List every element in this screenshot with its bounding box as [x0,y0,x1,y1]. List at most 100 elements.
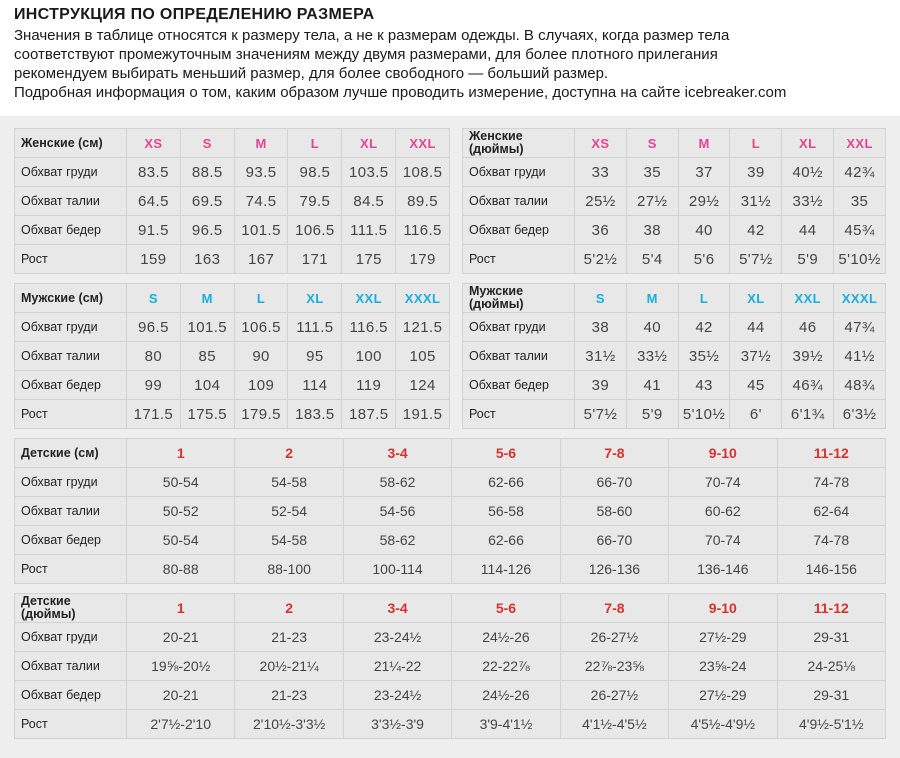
table-row: Обхват бедер 36 38 40 42 44 45¾ [462,215,886,245]
table-header-row: Женские (дюймы) XS S M L XL XXL [462,128,886,158]
cell-value: 70-74 [668,467,778,497]
cell-value: 187.5 [341,399,397,429]
size-header: 1 [125,593,236,623]
row-label: Обхват груди [14,622,127,652]
cell-value: 54-58 [234,525,344,555]
size-table-t3: Мужские (см) S M L XL XXL XXXL Обхват груди 96.5… [14,283,450,429]
cell-value: 23-24½ [342,622,453,652]
cell-value: 54-56 [342,496,453,526]
cell-value: 179.5 [233,399,289,429]
cell-value: 42¾ [833,157,886,187]
size-header: L [233,283,289,313]
size-header: S [625,128,679,158]
cell-value: 111.5 [341,215,397,245]
cell-value: 20-21 [125,622,236,652]
intro: ИНСТРУКЦИЯ ПО ОПРЕДЕЛЕНИЮ РАЗМЕРА Значен… [14,4,898,102]
size-header: M [625,283,679,313]
cell-value: 74-78 [776,467,887,497]
cell-value: 21¼-22 [342,651,453,681]
cell-value: 24-25⅛ [776,651,887,681]
cell-value: 101.5 [179,312,235,342]
size-header: 5-6 [451,593,561,623]
size-header: 9-10 [668,593,778,623]
cell-value: 46 [781,312,835,342]
size-header: XXL [833,128,886,158]
cell-value: 124 [395,370,450,400]
cell-value: 80 [126,341,181,371]
cell-value: 52-54 [234,496,344,526]
row-label: Обхват бедер [14,370,127,400]
cell-value: 39½ [781,341,835,371]
size-header: XXL [781,283,835,313]
cell-value: 40½ [781,157,835,187]
cell-value: 41 [625,370,679,400]
cell-value: 54-58 [234,467,344,497]
cell-value: 31½ [574,341,627,371]
table-row: Обхват бедер 39 41 43 45 46¾ 48¾ [462,370,886,400]
size-header: XXXL [833,283,886,313]
cell-value: 23⅝-24 [668,651,778,681]
size-header: L [729,128,783,158]
table-row: Обхват груди 50-54 54-58 58-62 62-66 66-70 70-… [14,467,887,497]
row-label: Обхват груди [14,312,127,342]
cell-value: 19⅝-20½ [125,651,236,681]
cell-value: 136-146 [668,554,778,584]
cell-value: 29-31 [776,622,887,652]
cell-value: 159 [126,244,181,274]
cell-value: 27½-29 [668,680,778,710]
size-header: L [287,128,343,158]
cell-value: 22-22⅞ [451,651,561,681]
cell-value: 146-156 [776,554,887,584]
size-header: 9-10 [668,438,778,468]
cell-value: 39 [729,157,783,187]
cell-value: 100-114 [342,554,453,584]
cell-value: 80-88 [125,554,236,584]
page-title: ИНСТРУКЦИЯ ПО ОПРЕДЕЛЕНИЮ РАЗМЕРА [14,6,375,23]
cell-value: 50-52 [125,496,236,526]
cell-value: 42 [677,312,731,342]
cell-value: 171.5 [126,399,181,429]
cell-value: 33½ [781,186,835,216]
row-label: Обхват талии [462,341,575,371]
cell-value: 60-62 [668,496,778,526]
cell-value: 5'9 [625,399,679,429]
table-row: Обхват бедер 20-21 21-23 23-24½ 24½-26 26-27½… [14,680,887,710]
cell-value: 5'9 [781,244,835,274]
cell-value: 179 [395,244,450,274]
cell-value: 114 [287,370,343,400]
table-title: Женские (дюймы) [462,128,575,158]
cell-value: 85 [179,341,235,371]
cell-value: 70-74 [668,525,778,555]
cell-value: 27½-29 [668,622,778,652]
cell-value: 163 [179,244,235,274]
size-header: 11-12 [776,438,887,468]
cell-value: 23-24½ [342,680,453,710]
table-row: Обхват бедер 91.5 96.5 101.5 106.5 111.5 116.5 [14,215,450,245]
cell-value: 56-58 [451,496,561,526]
cell-value: 98.5 [287,157,343,187]
size-header: M [233,128,289,158]
cell-value: 5'7½ [729,244,783,274]
table-title: Детские (дюймы) [14,593,127,623]
size-header: M [179,283,235,313]
size-header: 2 [234,438,344,468]
table-header-row: Мужские (дюймы) S M L XL XXL XXXL [462,283,886,313]
row-label: Обхват талии [14,186,127,216]
cell-value: 29½ [677,186,731,216]
cell-value: 84.5 [341,186,397,216]
cell-value: 108.5 [395,157,450,187]
size-header: XXXL [395,283,450,313]
row-label: Рост [462,244,575,274]
table-row: Обхват груди 38 40 42 44 46 47¾ [462,312,886,342]
cell-value: 88.5 [179,157,235,187]
table-title: Женские (см) [14,128,127,158]
size-header: XL [341,128,397,158]
size-header: XL [781,128,835,158]
size-table-t5: Детские (см) 1 2 3-4 5-6 7-8 9-10 11-12 Обхват г… [14,438,887,584]
row-label: Обхват талии [14,496,127,526]
size-header: L [677,283,731,313]
table-row: Обхват талии 19⅝-20½ 20½-21¼ 21¼-22 22-22⅞ 22… [14,651,887,681]
cell-value: 83.5 [126,157,181,187]
cell-value: 116.5 [341,312,397,342]
row-label: Обхват бедер [14,525,127,555]
